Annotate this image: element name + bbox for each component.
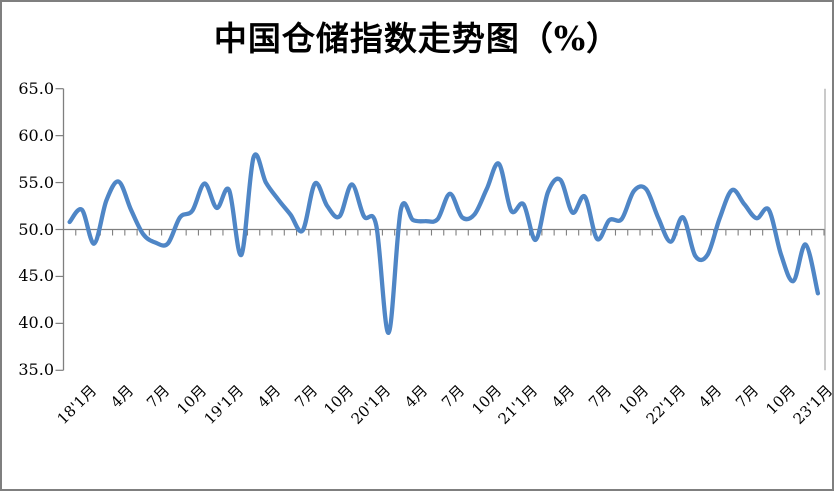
y-axis-tick-label: 45.0 bbox=[18, 266, 54, 286]
y-axis-tick-label: 35.0 bbox=[18, 360, 54, 380]
chart-title: 中国仓储指数走势图（%） bbox=[213, 19, 621, 58]
series-layer bbox=[67, 152, 821, 335]
y-axis-tick-label: 55.0 bbox=[18, 172, 54, 192]
y-axis-tick-label: 60.0 bbox=[18, 125, 54, 145]
y-axis-tick-label: 40.0 bbox=[18, 313, 54, 333]
warehousing-index-line bbox=[67, 152, 821, 335]
axis-layer bbox=[55, 88, 826, 371]
y-axis-tick-label: 50.0 bbox=[18, 219, 54, 239]
y-axis-tick-label: 65.0 bbox=[18, 78, 54, 98]
